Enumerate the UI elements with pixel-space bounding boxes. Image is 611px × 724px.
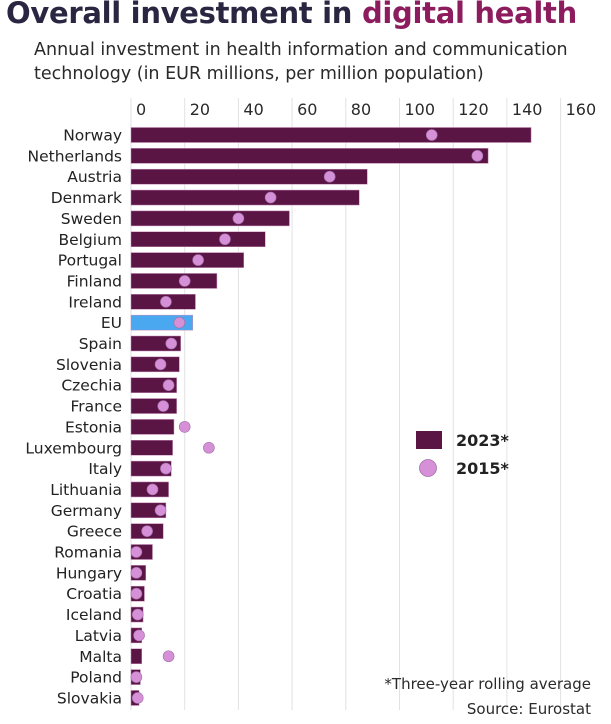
- source: Source: Eurostat: [466, 700, 591, 718]
- category-label: EU: [101, 314, 122, 332]
- bar-2023: [130, 210, 290, 227]
- dot-2015: [130, 546, 143, 558]
- bar-2023: [130, 252, 245, 268]
- category-label: Norway: [63, 127, 122, 145]
- dot-2015: [471, 150, 484, 162]
- dot-2015: [178, 421, 191, 433]
- dot-2015: [141, 525, 153, 537]
- bar-2023: [130, 419, 175, 435]
- bar-2023: [130, 231, 266, 247]
- category-label: Latvia: [75, 627, 122, 645]
- dot-2015: [178, 275, 191, 287]
- category-label: Austria: [67, 168, 122, 186]
- bar-2023: [130, 189, 360, 206]
- category-label: Estonia: [65, 418, 122, 436]
- legend-label-2015: 2015*: [456, 459, 510, 478]
- category-label: Finland: [67, 272, 122, 290]
- x-tick-label: 160: [566, 100, 597, 119]
- x-tick-label: 60: [297, 100, 317, 119]
- dot-2015: [154, 504, 167, 517]
- bar-2023: [130, 273, 218, 289]
- dot-2015: [154, 358, 167, 371]
- x-tick-label: 20: [190, 100, 210, 119]
- category-label: France: [70, 398, 122, 416]
- category-label: Poland: [70, 669, 122, 687]
- dot-2015: [146, 483, 159, 496]
- bar-2023: [130, 168, 368, 185]
- category-label: Lithuania: [50, 481, 122, 499]
- footnote: *Three-year rolling average: [384, 675, 591, 693]
- category-label: Germany: [51, 502, 122, 520]
- legend-label-2023: 2023*: [456, 431, 510, 450]
- bar-2023: [130, 648, 142, 664]
- dot-2015: [162, 379, 175, 392]
- bar-2023: [130, 127, 532, 143]
- dot-2015: [173, 316, 186, 329]
- title-highlight: digital health: [361, 0, 577, 30]
- bar-2023: [130, 398, 177, 414]
- category-label: Czechia: [61, 377, 122, 395]
- dot-2015: [160, 295, 172, 308]
- dot-2015: [133, 629, 145, 642]
- category-label: Portugal: [58, 252, 122, 270]
- dot-2015: [323, 170, 336, 183]
- legend-swatch-2015: [419, 459, 437, 477]
- category-label: Netherlands: [28, 147, 122, 165]
- category-label: Hungary: [56, 564, 122, 582]
- dot-2015: [130, 587, 143, 600]
- category-label: Iceland: [66, 606, 122, 624]
- dot-2015: [219, 233, 231, 246]
- category-label: Luxembourg: [25, 439, 122, 457]
- chart-title: Overall investment in digital health: [6, 0, 577, 30]
- category-label: Italy: [88, 460, 122, 478]
- dot-2015: [425, 129, 438, 141]
- category-label: Slovenia: [56, 356, 122, 374]
- category-label: Denmark: [51, 189, 122, 207]
- x-tick-label: 100: [405, 100, 436, 119]
- x-tick-label: 120: [458, 100, 489, 119]
- dot-2015: [264, 191, 277, 204]
- x-tick-label: 140: [512, 100, 543, 119]
- category-label: Sweden: [61, 210, 122, 228]
- dot-2015: [130, 567, 143, 579]
- chart-subtitle: Annual investment in health information …: [34, 40, 568, 84]
- x-tick-label: 0: [136, 100, 146, 119]
- category-label: Greece: [67, 523, 122, 541]
- dot-2015: [192, 254, 204, 266]
- dot-2015: [232, 212, 245, 225]
- category-label: Romania: [54, 544, 122, 562]
- category-label: Ireland: [68, 293, 122, 311]
- dot-2015: [157, 400, 170, 412]
- category-label: Spain: [79, 335, 122, 353]
- x-tick-label: 80: [351, 100, 371, 119]
- dot-2015: [131, 692, 144, 704]
- category-label: Malta: [79, 648, 122, 666]
- dot-2015: [160, 462, 172, 475]
- dot-2015: [131, 608, 144, 621]
- bar-2023: [130, 148, 489, 164]
- bar-2023: [130, 440, 173, 456]
- legend-swatch-2023: [416, 431, 442, 449]
- category-label: Slovakia: [57, 689, 122, 707]
- dot-2015: [203, 441, 215, 454]
- category-label: Belgium: [58, 231, 122, 249]
- title-main: Overall investment in: [6, 0, 362, 30]
- dot-2015: [165, 337, 178, 350]
- category-label: Croatia: [66, 585, 122, 603]
- x-tick-label: 40: [243, 100, 263, 119]
- dot-2015: [130, 671, 143, 683]
- dot-2015: [162, 650, 175, 663]
